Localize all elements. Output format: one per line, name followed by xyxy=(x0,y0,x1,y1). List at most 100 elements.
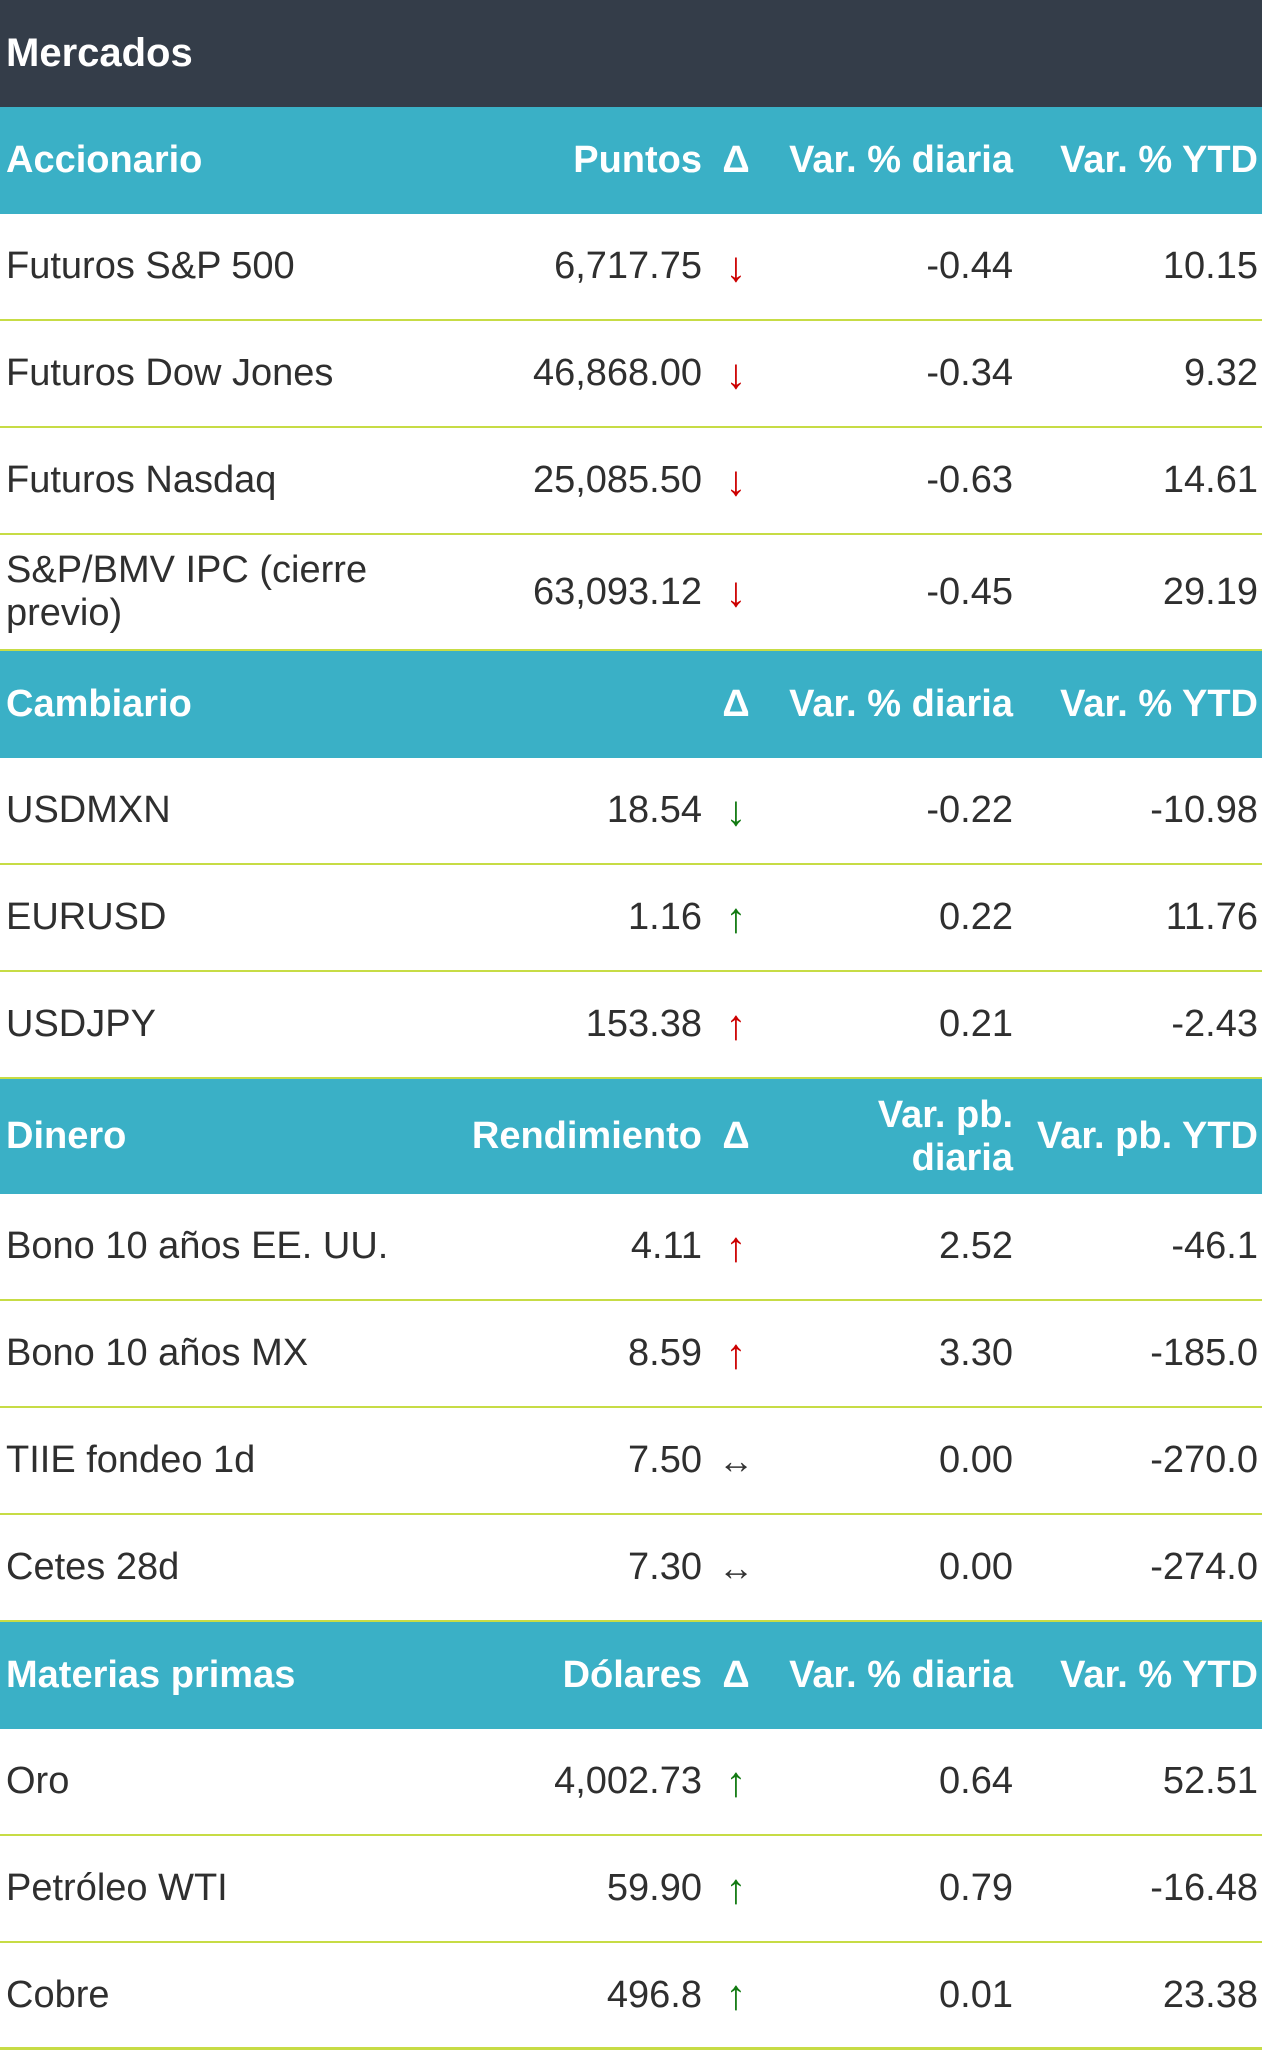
arrow-down-icon: ↓ xyxy=(725,786,747,834)
arrow-up-icon: ↑ xyxy=(725,1222,747,1270)
row-daily: 0.79 xyxy=(939,1867,1013,1910)
row-daily: -0.22 xyxy=(926,789,1013,832)
table-row: EURUSD 1.16 ↑ 0.22 11.76 xyxy=(0,865,1262,972)
arrow-up-icon: ↑ xyxy=(725,1971,747,2018)
arrow-left-right-icon: ↔ xyxy=(718,1546,754,1588)
row-ytd: 9.32 xyxy=(1184,352,1258,395)
section-header-equities: Accionario Puntos Δ Var. % diaria Var. %… xyxy=(0,107,1262,214)
row-daily: 0.01 xyxy=(939,1973,1013,2016)
row-value: 25,085.50 xyxy=(532,459,702,501)
header-value: Rendimiento xyxy=(471,1115,702,1157)
row-value: 63,093.12 xyxy=(532,570,702,613)
row-daily: -0.34 xyxy=(926,352,1013,395)
table-row: Cobre 496.8 ↑ 0.01 23.38 xyxy=(0,1943,1262,2050)
arrow-down-icon: ↓ xyxy=(725,349,747,397)
row-ytd: 11.76 xyxy=(1165,896,1258,939)
arrow-up-icon: ↑ xyxy=(725,893,747,941)
row-value: 4.11 xyxy=(630,1225,702,1267)
table-row: Futuros Dow Jones 46,868.00 ↓ -0.34 9.32 xyxy=(0,321,1262,428)
row-name: Futuros S&P 500 xyxy=(6,245,295,288)
header-value: Dólares xyxy=(562,1654,702,1696)
arrow-up-icon: ↑ xyxy=(725,1000,747,1048)
row-value: 59.90 xyxy=(606,1867,702,1909)
row-name: EURUSD xyxy=(6,896,167,939)
row-daily: 3.30 xyxy=(939,1332,1013,1375)
row-ytd: -16.48 xyxy=(1150,1867,1258,1910)
row-name: Cetes 28d xyxy=(6,1546,180,1589)
row-daily: 2.52 xyxy=(939,1225,1013,1268)
row-value: 1.16 xyxy=(628,896,702,938)
table-row: Petróleo WTI 59.90 ↑ 0.79 -16.48 xyxy=(0,1836,1262,1943)
table-row: Futuros Nasdaq 25,085.50 ↓ -0.63 14.61 xyxy=(0,428,1262,535)
header-name: Materias primas xyxy=(6,1654,296,1697)
row-daily: 0.22 xyxy=(939,896,1013,939)
row-ytd: 10.15 xyxy=(1162,245,1258,288)
row-value: 153.38 xyxy=(585,1003,702,1045)
row-value: 7.30 xyxy=(628,1546,702,1588)
header-daily: Var. pb. diaria xyxy=(877,1093,1013,1179)
arrow-down-icon: ↓ xyxy=(725,568,747,615)
row-name: Bono 10 años EE. UU. xyxy=(6,1225,389,1268)
header-name: Accionario xyxy=(6,139,203,182)
row-name: Futuros Nasdaq xyxy=(6,459,277,502)
row-daily: -0.63 xyxy=(926,459,1013,502)
row-value: 6,717.75 xyxy=(554,245,702,287)
header-ytd: Var. % YTD xyxy=(1060,1654,1258,1697)
header-daily: Var. % diaria xyxy=(789,139,1013,182)
row-ytd: -270.0 xyxy=(1150,1439,1258,1482)
header-name: Dinero xyxy=(6,1115,127,1158)
row-daily: 0.00 xyxy=(939,1439,1013,1482)
arrow-down-icon: ↓ xyxy=(725,456,747,504)
table-row: Bono 10 años MX 8.59 ↑ 3.30 -185.0 xyxy=(0,1301,1262,1408)
table-row: USDMXN 18.54 ↓ -0.22 -10.98 xyxy=(0,758,1262,865)
row-name: Futuros Dow Jones xyxy=(6,352,334,395)
header-ytd: Var. % YTD xyxy=(1060,683,1258,726)
table-row: S&P/BMV IPC (cierre previo) 63,093.12 ↓ … xyxy=(0,535,1262,651)
table-row: Futuros S&P 500 6,717.75 ↓ -0.44 10.15 xyxy=(0,214,1262,321)
row-ytd: -274.0 xyxy=(1150,1546,1258,1589)
row-value: 7.50 xyxy=(628,1439,702,1481)
row-ytd: 52.51 xyxy=(1162,1760,1258,1803)
table-row: Bono 10 años EE. UU. 4.11 ↑ 2.52 -46.1 xyxy=(0,1194,1262,1301)
row-name: Petróleo WTI xyxy=(6,1867,228,1910)
row-daily: -0.44 xyxy=(926,245,1013,288)
header-ytd: Var. % YTD xyxy=(1060,139,1258,182)
table-row: Cetes 28d 7.30 ↔ 0.00 -274.0 xyxy=(0,1515,1262,1622)
header-daily: Var. % diaria xyxy=(789,1654,1013,1697)
section-header-commodities: Materias primas Dólares Δ Var. % diaria … xyxy=(0,1622,1262,1729)
row-name: Oro xyxy=(6,1760,70,1803)
row-daily: 0.21 xyxy=(939,1003,1013,1046)
header-delta: Δ xyxy=(722,683,750,725)
row-name: S&P/BMV IPC (cierre previo) xyxy=(6,549,368,634)
row-ytd: -185.0 xyxy=(1150,1332,1258,1375)
row-ytd: -2.43 xyxy=(1171,1003,1258,1046)
row-ytd: -46.1 xyxy=(1171,1225,1258,1268)
row-name: Bono 10 años MX xyxy=(6,1332,309,1375)
row-value: 8.59 xyxy=(628,1332,702,1374)
header-delta: Δ xyxy=(722,1654,750,1696)
header-delta: Δ xyxy=(722,139,750,181)
row-value: 4,002.73 xyxy=(554,1760,702,1802)
section-header-money: Dinero Rendimiento Δ Var. pb. diaria Var… xyxy=(0,1079,1262,1194)
row-name: TIIE fondeo 1d xyxy=(6,1439,256,1482)
section-header-fx: Cambiario Δ Var. % diaria Var. % YTD xyxy=(0,651,1262,758)
arrow-up-icon: ↑ xyxy=(725,1757,747,1805)
table-row: TIIE fondeo 1d 7.50 ↔ 0.00 -270.0 xyxy=(0,1408,1262,1515)
row-daily: 0.64 xyxy=(939,1760,1013,1803)
row-daily: 0.00 xyxy=(939,1546,1013,1589)
row-ytd: -10.98 xyxy=(1150,789,1258,832)
header-daily: Var. % diaria xyxy=(789,683,1013,726)
row-name: USDMXN xyxy=(6,789,171,832)
row-daily: -0.45 xyxy=(926,570,1013,613)
row-name: USDJPY xyxy=(6,1003,156,1046)
table-row: Oro 4,002.73 ↑ 0.64 52.51 xyxy=(0,1729,1262,1836)
arrow-left-right-icon: ↔ xyxy=(718,1439,754,1481)
row-ytd: 14.61 xyxy=(1162,459,1258,502)
header-delta: Δ xyxy=(722,1115,750,1157)
header-name: Cambiario xyxy=(6,683,192,726)
header-value: Puntos xyxy=(573,139,702,181)
table-title: Mercados xyxy=(0,0,1262,107)
row-name: Cobre xyxy=(6,1973,110,2016)
row-ytd: 29.19 xyxy=(1162,570,1258,613)
